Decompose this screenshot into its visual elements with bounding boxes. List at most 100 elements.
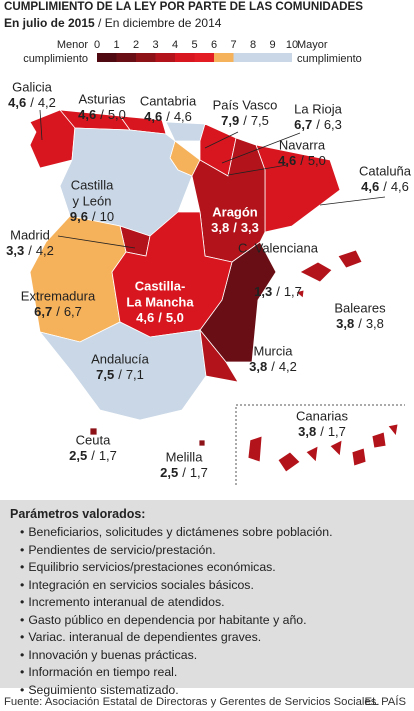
december-value: 1,7 [284, 284, 302, 299]
december-value: 1,7 [190, 465, 208, 480]
separator: / [271, 359, 275, 374]
parameter-item: Equilibrio servicios/prestaciones económ… [20, 559, 404, 577]
july-value: 4,6 [78, 107, 96, 122]
legend-swatch [116, 53, 136, 62]
region-values: 6,7 / 6,7 [34, 304, 82, 319]
july-value: 4,6 [361, 179, 379, 194]
region-values: 4,6 / 4,6 [361, 179, 409, 194]
region-name: Cataluña [359, 163, 412, 178]
region-values: 7,5 / 7,1 [96, 367, 144, 382]
july-value: 2,5 [160, 465, 178, 480]
legend-swatch [155, 53, 175, 62]
region-values: 2,5 / 1,7 [160, 465, 208, 480]
region-name: y León [72, 193, 111, 208]
legend-tick-label: 3 [152, 39, 158, 51]
december-value: 1,7 [99, 448, 117, 463]
legend-low-label: cumplimiento [23, 53, 88, 65]
july-value: 6,7 [294, 117, 312, 132]
parameter-item: Seguimiento sistematizado. [20, 682, 404, 700]
separator: / [320, 424, 324, 439]
region-values: 4,6 / 5,0 [78, 107, 126, 122]
december-value: 4,6 [391, 179, 409, 194]
separator: / [182, 465, 186, 480]
region-values: 9,6 / 10 [70, 209, 114, 224]
region-shape [299, 261, 333, 283]
december-value: 7,5 [251, 113, 269, 128]
legend-low-label: Menor [57, 39, 89, 51]
separator: / [92, 209, 96, 224]
parameters-list: Beneficiarios, solicitudes y dictámenes … [10, 524, 404, 699]
legend: Menor cumplimiento Mayor cumplimiento 0 1 2 3 4 5… [23, 39, 362, 65]
parameter-item: Integración en servicios sociales básico… [20, 577, 404, 595]
july-value: 3,8 [211, 220, 229, 235]
parameter-item: Pendientes de servicio/prestación. [20, 542, 404, 560]
legend-tick-label: 0 [94, 39, 100, 51]
december-value: 4,2 [36, 243, 54, 258]
legend-tick-label: 8 [250, 39, 256, 51]
legend-tick-label: 1 [113, 39, 119, 51]
subtitle-bold: En julio de 2015 [4, 16, 95, 30]
separator: / [56, 304, 60, 319]
december-value: 6,7 [64, 304, 82, 319]
december-value: 10 [100, 209, 114, 224]
december-value: 3,3 [241, 220, 259, 235]
separator: / [300, 153, 304, 168]
leader-lines [39, 109, 386, 249]
region-values: 7,9 / 7,5 [221, 113, 269, 128]
region-shape [255, 144, 341, 233]
canarias-frame [235, 404, 405, 485]
july-value: 3,8 [298, 424, 316, 439]
july-value: 3,8 [249, 359, 267, 374]
region-values: 2,5 / 1,7 [69, 448, 117, 463]
parameter-item: Incremento interanual de atendidos. [20, 594, 404, 612]
region-values: 4,6 / 4,6 [144, 109, 192, 124]
region-shape [305, 445, 319, 463]
separator: / [358, 316, 362, 331]
separator: / [30, 95, 34, 110]
parameter-item: Variac. interanual de dependientes grave… [20, 629, 404, 647]
region-shape [247, 435, 263, 463]
source: Fuente: Asociación Estatal de Directoras… [4, 696, 380, 708]
parameter-item: Beneficiarios, solicitudes y dictámenes … [20, 524, 404, 542]
july-value: 6,7 [34, 304, 52, 319]
frame-line [235, 404, 405, 485]
december-value: 3,8 [366, 316, 384, 331]
legend-high-label: Mayor [297, 39, 328, 51]
title: CUMPLIMIENTO DE LA LEY POR PARTE DE LAS … [4, 0, 363, 13]
region-name: Galicia [12, 79, 53, 94]
july-value: 4,6 [8, 95, 26, 110]
legend-swatch [214, 53, 234, 62]
region-name: Aragón [212, 204, 258, 219]
regions [29, 109, 399, 473]
leader [227, 164, 288, 176]
legend-swatch [272, 53, 292, 62]
separator: / [28, 243, 32, 258]
region-values: 3,8 / 4,2 [249, 359, 297, 374]
july-value: 3,8 [336, 316, 354, 331]
region-values: 3,8 / 3,3 [211, 220, 259, 235]
leader [221, 132, 301, 164]
separator: / [118, 367, 122, 382]
region-name: Melilla [166, 449, 204, 464]
region-name: La Rioja [294, 101, 342, 116]
parameter-item: Gasto público en dependencia por habitan… [20, 612, 404, 630]
subtitle-rest: / En diciembre de 2014 [98, 16, 222, 30]
parameters-title: Parámetros valorados: [10, 507, 146, 521]
region-name: Extremadura [21, 288, 96, 303]
december-value: 5,0 [308, 153, 326, 168]
legend-tick-label: 7 [230, 39, 236, 51]
parameters-box: Parámetros valorados: Beneficiarios, sol… [0, 500, 414, 697]
separator: / [158, 310, 162, 325]
region-shape [351, 447, 367, 467]
region-name: Ceuta [76, 432, 111, 447]
legend-swatch [194, 53, 214, 62]
july-value: 2,5 [69, 448, 87, 463]
subtitle: En julio de 2015 / En diciembre de 2014 [4, 16, 222, 30]
region-shape [295, 289, 305, 299]
separator: / [243, 113, 247, 128]
separator: / [383, 179, 387, 194]
region-name: Canarias [296, 408, 349, 423]
separator: / [91, 448, 95, 463]
separator: / [233, 220, 237, 235]
